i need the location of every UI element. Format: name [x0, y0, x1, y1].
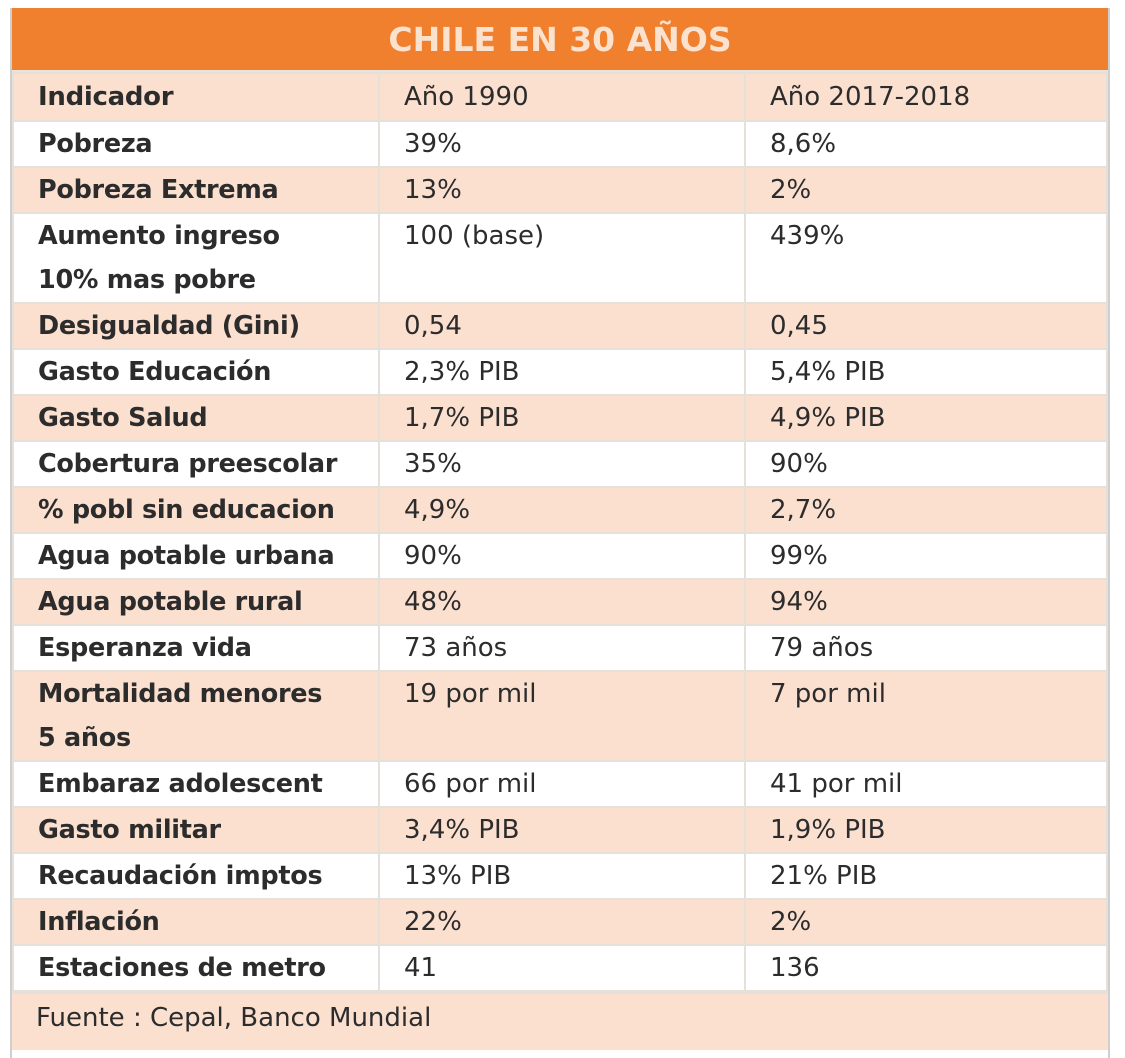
column-header-1990: Año 1990: [378, 72, 746, 122]
table-row: Mortalidad menores 5 años 19 por mil 7 por …: [12, 670, 1108, 762]
value-2017-2018-cell: 99%: [744, 532, 1108, 580]
indicator-cell: Aumento ingreso 10% mas pobre: [12, 212, 380, 304]
value-2017-2018-cell: 0,45: [744, 302, 1108, 350]
table-header-row: Indicador Año 1990 Año 2017-2018: [12, 72, 1108, 122]
table-row: Inflación 22% 2%: [12, 898, 1108, 946]
indicator-cell: Desigualdad (Gini): [12, 302, 380, 350]
value-2017-2018-cell: 8,6%: [744, 120, 1108, 168]
indicator-label: Pobreza: [38, 129, 153, 159]
indicator-label-line2: 10% mas pobre: [38, 265, 256, 295]
indicator-label: Esperanza vida: [38, 633, 252, 663]
indicator-label: Embaraz adolescent: [38, 769, 323, 799]
indicator-label: Agua potable rural: [38, 587, 303, 617]
indicator-cell: Recaudación imptos: [12, 852, 380, 900]
value-1990-cell: 22%: [378, 898, 746, 946]
value-1990-cell: 90%: [378, 532, 746, 580]
table-row: Embaraz adolescent 66 por mil 41 por mil: [12, 760, 1108, 808]
indicator-label: Pobreza Extrema: [38, 175, 279, 205]
value-1990-cell: 3,4% PIB: [378, 806, 746, 854]
value-1990-cell: 66 por mil: [378, 760, 746, 808]
column-header-indicator: Indicador: [12, 72, 380, 122]
table-row: Agua potable urbana 90% 99%: [12, 532, 1108, 580]
indicator-cell: Esperanza vida: [12, 624, 380, 672]
table-row: Agua potable rural 48% 94%: [12, 578, 1108, 626]
table-row: Gasto militar 3,4% PIB 1,9% PIB: [12, 806, 1108, 854]
indicator-cell: Agua potable rural: [12, 578, 380, 626]
table-row: Gasto Educación 2,3% PIB 5,4% PIB: [12, 348, 1108, 396]
indicator-label: Recaudación imptos: [38, 861, 323, 891]
indicator-label-line2: 5 años: [38, 723, 131, 753]
value-1990-cell: 4,9%: [378, 486, 746, 534]
indicator-cell: Agua potable urbana: [12, 532, 380, 580]
value-1990-cell: 13%: [378, 166, 746, 214]
value-2017-2018-cell: 136: [744, 944, 1108, 992]
value-1990-cell: 48%: [378, 578, 746, 626]
data-table-card: CHILE EN 30 AÑOS Indicador Año 1990 Año …: [10, 8, 1110, 1058]
indicator-label: Aumento ingreso: [38, 221, 280, 251]
value-1990-cell: 41: [378, 944, 746, 992]
value-2017-2018-cell: 5,4% PIB: [744, 348, 1108, 396]
indicator-cell: Mortalidad menores 5 años: [12, 670, 380, 762]
indicator-label: Cobertura preescolar: [38, 449, 338, 479]
value-1990-cell: 0,54: [378, 302, 746, 350]
indicator-cell: % pobl sin educacion: [12, 486, 380, 534]
table-row: % pobl sin educacion 4,9% 2,7%: [12, 486, 1108, 534]
indicator-cell: Cobertura preescolar: [12, 440, 380, 488]
indicator-cell: Gasto militar: [12, 806, 380, 854]
table-row: Aumento ingreso 10% mas pobre 100 (base) 43…: [12, 212, 1108, 304]
indicator-label: Desigualdad (Gini): [38, 311, 300, 341]
indicator-label: Agua potable urbana: [38, 541, 335, 571]
value-2017-2018-cell: 1,9% PIB: [744, 806, 1108, 854]
value-2017-2018-cell: 90%: [744, 440, 1108, 488]
value-2017-2018-cell: 41 por mil: [744, 760, 1108, 808]
table-row: Pobreza Extrema 13% 2%: [12, 166, 1108, 214]
value-1990-cell: 35%: [378, 440, 746, 488]
table-row: Esperanza vida 73 años 79 años: [12, 624, 1108, 672]
value-1990-cell: 19 por mil: [378, 670, 746, 762]
column-header-2017-2018: Año 2017-2018: [744, 72, 1108, 122]
indicators-table: Indicador Año 1990 Año 2017-2018 Pobreza…: [12, 72, 1108, 992]
indicator-label: Gasto Educación: [38, 357, 272, 387]
table-row: Gasto Salud 1,7% PIB 4,9% PIB: [12, 394, 1108, 442]
indicator-label: Inflación: [38, 907, 160, 937]
indicator-label: Estaciones de metro: [38, 953, 326, 983]
value-2017-2018-cell: 439%: [744, 212, 1108, 304]
indicator-label: Mortalidad menores: [38, 679, 323, 709]
indicator-label: Gasto Salud: [38, 403, 208, 433]
value-1990-cell: 1,7% PIB: [378, 394, 746, 442]
table-row: Estaciones de metro 41 136: [12, 944, 1108, 992]
indicator-cell: Gasto Salud: [12, 394, 380, 442]
table-title: CHILE EN 30 AÑOS: [12, 8, 1108, 72]
value-2017-2018-cell: 94%: [744, 578, 1108, 626]
source-note: Fuente : Cepal, Banco Mundial: [12, 992, 1108, 1050]
value-2017-2018-cell: 2,7%: [744, 486, 1108, 534]
value-1990-cell: 2,3% PIB: [378, 348, 746, 396]
table-row: Recaudación imptos 13% PIB 21% PIB: [12, 852, 1108, 900]
value-1990-cell: 39%: [378, 120, 746, 168]
table-row: Cobertura preescolar 35% 90%: [12, 440, 1108, 488]
value-2017-2018-cell: 21% PIB: [744, 852, 1108, 900]
indicator-cell: Estaciones de metro: [12, 944, 380, 992]
value-1990-cell: 13% PIB: [378, 852, 746, 900]
indicator-cell: Gasto Educación: [12, 348, 380, 396]
table-row: Pobreza 39% 8,6%: [12, 120, 1108, 168]
indicator-label: % pobl sin educacion: [38, 495, 335, 525]
value-1990-cell: 73 años: [378, 624, 746, 672]
indicator-label: Gasto militar: [38, 815, 221, 845]
indicator-cell: Pobreza Extrema: [12, 166, 380, 214]
value-2017-2018-cell: 2%: [744, 898, 1108, 946]
value-2017-2018-cell: 79 años: [744, 624, 1108, 672]
value-2017-2018-cell: 2%: [744, 166, 1108, 214]
value-1990-cell: 100 (base): [378, 212, 746, 304]
table-row: Desigualdad (Gini) 0,54 0,45: [12, 302, 1108, 350]
indicator-cell: Embaraz adolescent: [12, 760, 380, 808]
value-2017-2018-cell: 7 por mil: [744, 670, 1108, 762]
indicator-cell: Inflación: [12, 898, 380, 946]
value-2017-2018-cell: 4,9% PIB: [744, 394, 1108, 442]
indicator-cell: Pobreza: [12, 120, 380, 168]
